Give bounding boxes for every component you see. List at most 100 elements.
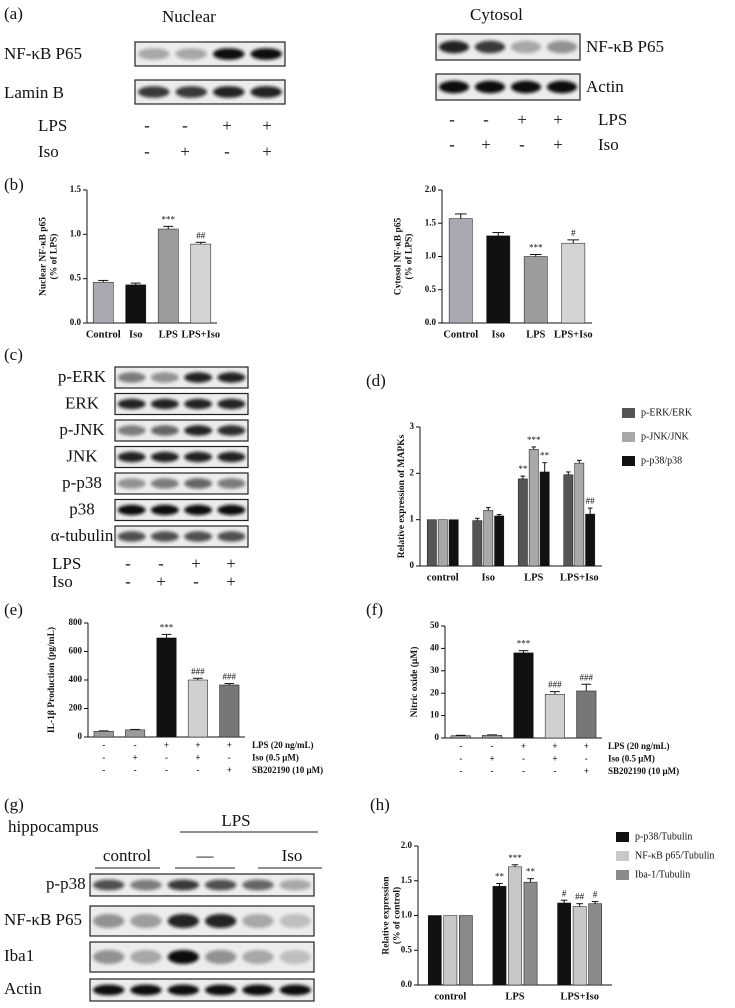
blot-band [130,914,162,928]
blot-band [242,950,274,964]
bar [574,462,585,567]
bar [528,448,539,567]
blot-band [474,80,506,94]
label: p-ERK [58,367,107,386]
label: - [585,754,588,764]
bar [508,866,522,986]
label: + [164,740,169,750]
label: - [483,110,489,129]
bar [585,513,596,567]
label: LPS [221,811,250,830]
label: NF-κB p65/Tubulin [635,850,714,861]
label: 0 [78,731,83,741]
label: 2 [410,467,415,477]
blot-band [184,504,213,516]
blot-band [117,451,146,463]
blot-frame [114,419,249,442]
label: + [552,754,557,764]
label: Actin [4,979,42,998]
label: - [102,753,105,763]
blot-band [184,398,213,410]
bar [437,519,448,567]
blot-band [150,425,179,436]
label: p-p38 [46,874,86,893]
label: LPS (20 ng/mL) [608,741,670,751]
label: - [125,572,131,591]
label: (f) [366,600,383,619]
blot-band [167,984,200,996]
blot-band [217,531,246,542]
label: + [133,753,138,763]
label: + [517,110,527,129]
bar [557,902,571,986]
bar [448,218,473,324]
label: LPS+Iso [560,991,599,1002]
bar [427,915,442,986]
label: + [481,135,491,154]
blot-band [279,879,312,891]
blot-frame [114,498,249,522]
blot-band [184,531,213,542]
bar [93,731,114,738]
label: - [449,135,455,154]
label: control [103,846,151,865]
label: + [584,766,589,776]
bar [443,915,458,986]
legend-swatch [622,432,635,442]
blot-band [510,40,542,54]
label: Actin [586,77,624,96]
label: 30 [430,665,440,675]
label: Iso [598,135,619,154]
blot-band [204,879,237,891]
bar [544,694,565,739]
blot-band [213,86,245,98]
label: (a) [4,4,23,23]
blot-band [217,425,246,436]
label: LPS+Iso [560,572,599,583]
blot-band [279,984,312,996]
blot-band [150,398,179,410]
label: (h) [370,795,390,814]
blot-band [167,914,200,928]
label: 1.0 [401,910,413,920]
label: LPS [38,116,67,135]
label: - [193,572,199,591]
label: - [459,766,462,776]
label: Control [443,329,478,340]
label: - [165,765,168,775]
label: (c) [4,345,23,364]
label: 10 [430,710,440,720]
label: - [144,116,150,135]
label: - [459,754,462,764]
label: + [584,741,589,751]
label: p38 [69,499,95,518]
label: 600 [69,646,83,656]
label: Cytosol NF-κB p65 [394,217,404,295]
bar [517,478,528,567]
label: Iso [492,329,505,340]
label: ** [518,464,528,474]
label: 800 [69,617,83,627]
label: - [182,116,188,135]
label: NF-κB P65 [4,910,82,929]
label: + [262,116,272,135]
label: IL-1β Production (pg/mL) [46,627,57,733]
legend-swatch [622,408,635,418]
label: + [191,554,201,573]
label: + [226,554,236,573]
label: *** [160,622,174,632]
label: Iba-1/Tubulin [635,869,690,880]
label: - [522,754,525,764]
label: *** [508,853,522,863]
bar [513,652,534,739]
label: ## [586,496,596,506]
label: 400 [69,674,83,684]
legend-swatch [616,832,629,842]
blot-frame [114,472,249,495]
label: ** [540,451,550,461]
label: ### [580,672,594,682]
label: ### [191,666,205,676]
label: 0.0 [425,317,437,327]
label: + [490,754,495,764]
bar [523,256,548,324]
